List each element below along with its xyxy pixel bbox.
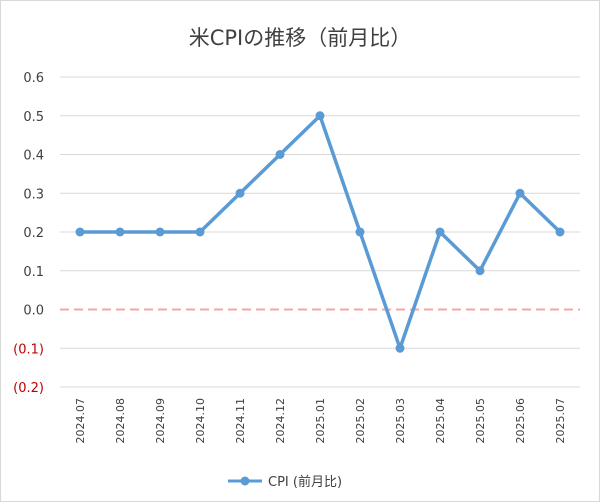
y-tick-label: 0.6 (23, 71, 44, 86)
data-point (275, 150, 285, 159)
x-tick-label: 2024.08 (114, 398, 127, 444)
y-tick-label: 0.4 (23, 149, 44, 164)
data-point (195, 227, 205, 237)
data-point (235, 188, 245, 198)
x-axis-ticks: 2024.07 2024.08 2024.09 2024.10 2024.11 2024.… (74, 398, 567, 444)
x-tick-label: 2024.09 (154, 398, 167, 444)
x-tick-label: 2024.12 (274, 398, 287, 444)
x-tick-label: 2025.07 (554, 398, 567, 444)
data-point (155, 227, 165, 237)
y-tick-label: (0.2) (13, 381, 44, 396)
y-tick-label: 0.5 (23, 110, 44, 125)
data-point (315, 111, 325, 121)
x-tick-label: 2024.10 (194, 398, 207, 444)
x-tick-label: 2025.06 (514, 398, 527, 444)
y-tick-label: 0.2 (23, 226, 44, 241)
x-tick-label: 2025.01 (314, 398, 327, 444)
x-tick-label: 2025.04 (434, 398, 447, 444)
legend-label: CPI (前月比) (268, 474, 342, 490)
data-point (355, 227, 365, 237)
data-point (395, 343, 405, 353)
data-point (555, 227, 565, 237)
y-axis-ticks: 0.6 0.5 0.4 0.3 0.2 0.1 0.0 (0.1) (0.2) (13, 71, 44, 396)
y-tick-label: (0.1) (13, 342, 44, 357)
data-point (75, 227, 85, 237)
series-cpi (75, 111, 565, 353)
legend-point-marker (240, 476, 250, 486)
data-point (475, 266, 485, 276)
y-tick-label: 0.0 (23, 304, 44, 319)
x-tick-label: 2025.02 (354, 398, 367, 444)
x-tick-label: 2025.03 (394, 398, 407, 444)
data-point (435, 227, 445, 237)
legend: CPI (前月比) (228, 474, 342, 490)
y-tick-label: 0.3 (23, 187, 44, 202)
x-tick-label: 2024.07 (74, 398, 87, 444)
x-tick-label: 2025.05 (474, 398, 487, 444)
x-tick-label: 2024.11 (234, 398, 247, 444)
y-tick-label: 0.1 (23, 265, 44, 280)
data-point (515, 188, 525, 198)
chart-title: 米CPIの推移（前月比） (189, 26, 412, 50)
data-point (115, 227, 125, 237)
